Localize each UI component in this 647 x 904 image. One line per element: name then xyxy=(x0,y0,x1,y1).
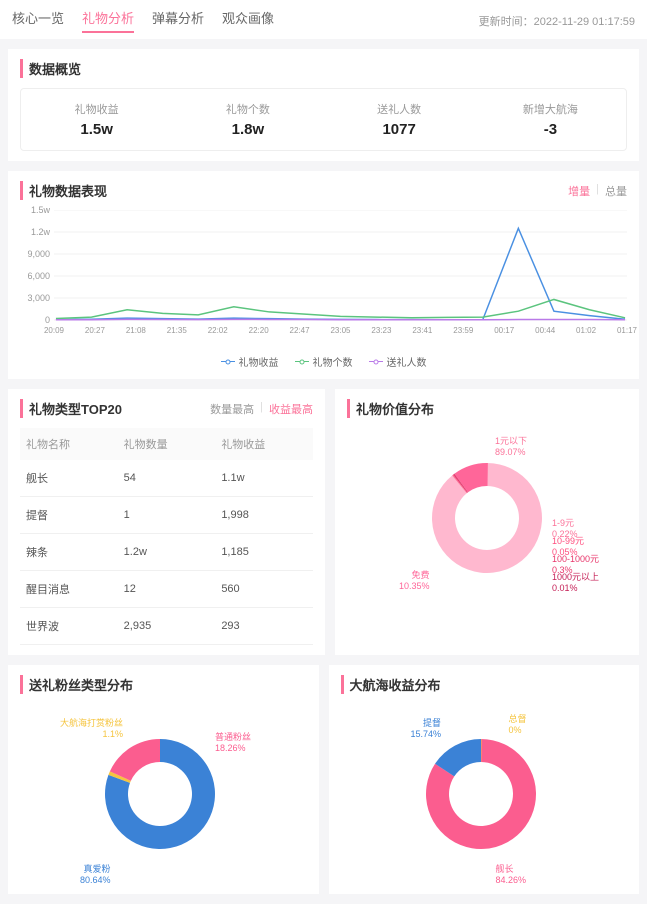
table-row: 世界波2,935293 xyxy=(20,608,313,645)
table-header: 礼物名称 xyxy=(20,428,118,460)
performance-title: 礼物数据表现 增量 | 总量 xyxy=(20,181,627,200)
table-header: 礼物收益 xyxy=(215,428,313,460)
update-time: 更新时间：2022-11-29 01:17:59 xyxy=(479,13,635,29)
table-row: 舰长541.1w xyxy=(20,460,313,497)
performance-toggle: 增量 | 总量 xyxy=(568,183,627,199)
top20-table: 礼物名称礼物数量礼物收益 舰长541.1w提督11,998辣条1.2w1,185… xyxy=(20,428,313,645)
donut-label: 提督15.74% xyxy=(411,718,442,740)
main-tabs: 核心一览 礼物分析 弹幕分析 观众画像 xyxy=(12,8,274,33)
donut-label: 免费10.35% xyxy=(399,570,430,592)
overview-title: 数据概览 xyxy=(20,59,627,78)
stat-count: 礼物个数 1.8w xyxy=(172,101,323,138)
voyage-dist-title: 大航海收益分布 xyxy=(341,675,628,694)
donut-label: 普通粉丝18.26% xyxy=(215,732,251,754)
stat-row: 礼物收益 1.5w 礼物个数 1.8w 送礼人数 1077 新增大航海 -3 xyxy=(20,88,627,151)
legend-item[interactable]: 送礼人数 xyxy=(369,354,427,369)
value-donut: 1元以下89.07%1-9元0.22%10-99元0.05%100-1000元0… xyxy=(347,428,627,608)
donut-label: 1000元以上0.01% xyxy=(552,572,599,594)
donut-label: 舰长84.26% xyxy=(496,864,527,886)
page-header: 核心一览 礼物分析 弹幕分析 观众画像 更新时间：2022-11-29 01:1… xyxy=(0,0,647,39)
donut-label: 1元以下89.07% xyxy=(495,436,527,458)
line-chart: 03,0006,0009,0001.2w1.5w 20:0920:2721:08… xyxy=(20,210,627,350)
legend-item[interactable]: 礼物收益 xyxy=(221,354,279,369)
stat-people: 送礼人数 1077 xyxy=(324,101,475,138)
table-row: 辣条1.2w1,185 xyxy=(20,534,313,571)
tab-audience[interactable]: 观众画像 xyxy=(222,8,274,33)
chart-legend: 礼物收益 礼物个数 送礼人数 xyxy=(20,354,627,369)
toggle-rev[interactable]: 收益最高 xyxy=(269,401,313,417)
fan-dist-section: 送礼粉丝类型分布 真爱粉80.64% 大航海打赏粉丝1.1% 普通粉丝18.26% xyxy=(8,665,319,894)
table-row: 醒目消息12560 xyxy=(20,571,313,608)
performance-section: 礼物数据表现 增量 | 总量 03,0006,0009,0001.2w1.5w … xyxy=(8,171,639,379)
table-header: 礼物数量 xyxy=(118,428,216,460)
toggle-incr[interactable]: 增量 xyxy=(568,183,590,199)
overview-section: 数据概览 礼物收益 1.5w 礼物个数 1.8w 送礼人数 1077 新增大航海… xyxy=(8,49,639,161)
table-row: 提督11,998 xyxy=(20,497,313,534)
top20-toggle: 数量最高 | 收益最高 xyxy=(210,401,313,417)
stat-revenue: 礼物收益 1.5w xyxy=(21,101,172,138)
voyage-donut: 舰长84.26% 提督15.74% 总督0% xyxy=(341,704,628,884)
tab-danmu[interactable]: 弹幕分析 xyxy=(152,8,204,33)
toggle-qty[interactable]: 数量最高 xyxy=(210,401,254,417)
toggle-total[interactable]: 总量 xyxy=(605,183,627,199)
donut-label: 大航海打赏粉丝1.1% xyxy=(60,718,123,740)
voyage-dist-section: 大航海收益分布 舰长84.26% 提督15.74% 总督0% xyxy=(329,665,640,894)
donut-label: 总督0% xyxy=(509,714,527,736)
top20-section: 礼物类型TOP20 数量最高 | 收益最高 礼物名称礼物数量礼物收益 舰长541… xyxy=(8,389,325,655)
value-dist-title: 礼物价值分布 xyxy=(347,399,627,418)
legend-item[interactable]: 礼物个数 xyxy=(295,354,353,369)
tab-overview[interactable]: 核心一览 xyxy=(12,8,64,33)
stat-voyage: 新增大航海 -3 xyxy=(475,101,626,138)
fan-dist-title: 送礼粉丝类型分布 xyxy=(20,675,307,694)
tab-gift[interactable]: 礼物分析 xyxy=(82,8,134,33)
top20-title: 礼物类型TOP20 数量最高 | 收益最高 xyxy=(20,399,313,418)
donut-label: 真爱粉80.64% xyxy=(80,864,111,886)
fan-donut: 真爱粉80.64% 大航海打赏粉丝1.1% 普通粉丝18.26% xyxy=(20,704,307,884)
value-dist-section: 礼物价值分布 1元以下89.07%1-9元0.22%10-99元0.05%100… xyxy=(335,389,639,655)
